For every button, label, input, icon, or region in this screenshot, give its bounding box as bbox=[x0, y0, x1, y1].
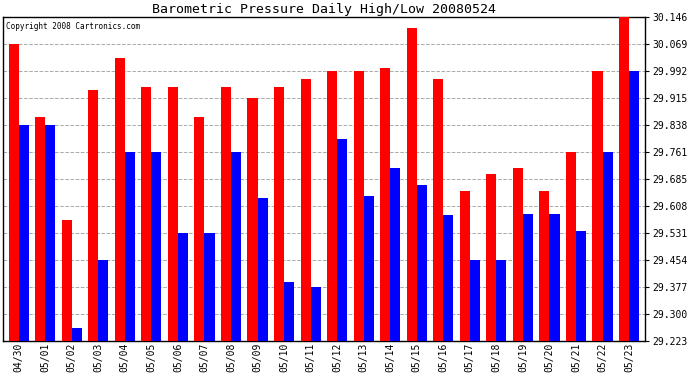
Bar bbox=[88, 90, 98, 342]
Bar bbox=[593, 71, 602, 342]
Bar bbox=[417, 184, 427, 342]
Bar bbox=[629, 71, 639, 342]
Bar bbox=[433, 79, 444, 342]
Bar bbox=[301, 79, 310, 342]
Bar bbox=[337, 139, 347, 342]
Bar bbox=[391, 168, 400, 342]
Bar bbox=[125, 152, 135, 342]
Bar bbox=[444, 214, 453, 342]
Bar bbox=[566, 152, 576, 342]
Bar bbox=[549, 214, 560, 342]
Bar bbox=[8, 44, 19, 342]
Bar bbox=[19, 125, 29, 342]
Bar bbox=[364, 195, 374, 342]
Bar bbox=[496, 260, 506, 342]
Bar bbox=[380, 68, 391, 342]
Title: Barometric Pressure Daily High/Low 20080524: Barometric Pressure Daily High/Low 20080… bbox=[152, 3, 496, 16]
Bar bbox=[61, 220, 72, 342]
Text: Copyright 2008 Cartronics.com: Copyright 2008 Cartronics.com bbox=[6, 22, 140, 31]
Bar bbox=[231, 152, 241, 342]
Bar bbox=[141, 87, 151, 342]
Bar bbox=[540, 191, 549, 342]
Bar bbox=[98, 260, 108, 342]
Bar bbox=[513, 168, 523, 342]
Bar bbox=[576, 231, 586, 342]
Bar bbox=[406, 28, 417, 342]
Bar bbox=[168, 87, 178, 342]
Bar bbox=[115, 58, 125, 342]
Bar bbox=[274, 87, 284, 342]
Bar bbox=[248, 98, 257, 342]
Bar bbox=[178, 233, 188, 342]
Bar bbox=[284, 282, 294, 342]
Bar bbox=[195, 117, 204, 342]
Bar bbox=[46, 125, 55, 342]
Bar bbox=[257, 198, 268, 342]
Bar bbox=[221, 87, 231, 342]
Bar bbox=[310, 287, 321, 342]
Bar bbox=[72, 328, 82, 342]
Bar bbox=[354, 71, 364, 342]
Bar bbox=[523, 214, 533, 342]
Bar bbox=[486, 174, 496, 342]
Bar bbox=[35, 117, 46, 342]
Bar bbox=[151, 152, 161, 342]
Bar bbox=[602, 152, 613, 342]
Bar bbox=[204, 233, 215, 342]
Bar bbox=[470, 260, 480, 342]
Bar bbox=[619, 17, 629, 342]
Bar bbox=[327, 71, 337, 342]
Bar bbox=[460, 191, 470, 342]
